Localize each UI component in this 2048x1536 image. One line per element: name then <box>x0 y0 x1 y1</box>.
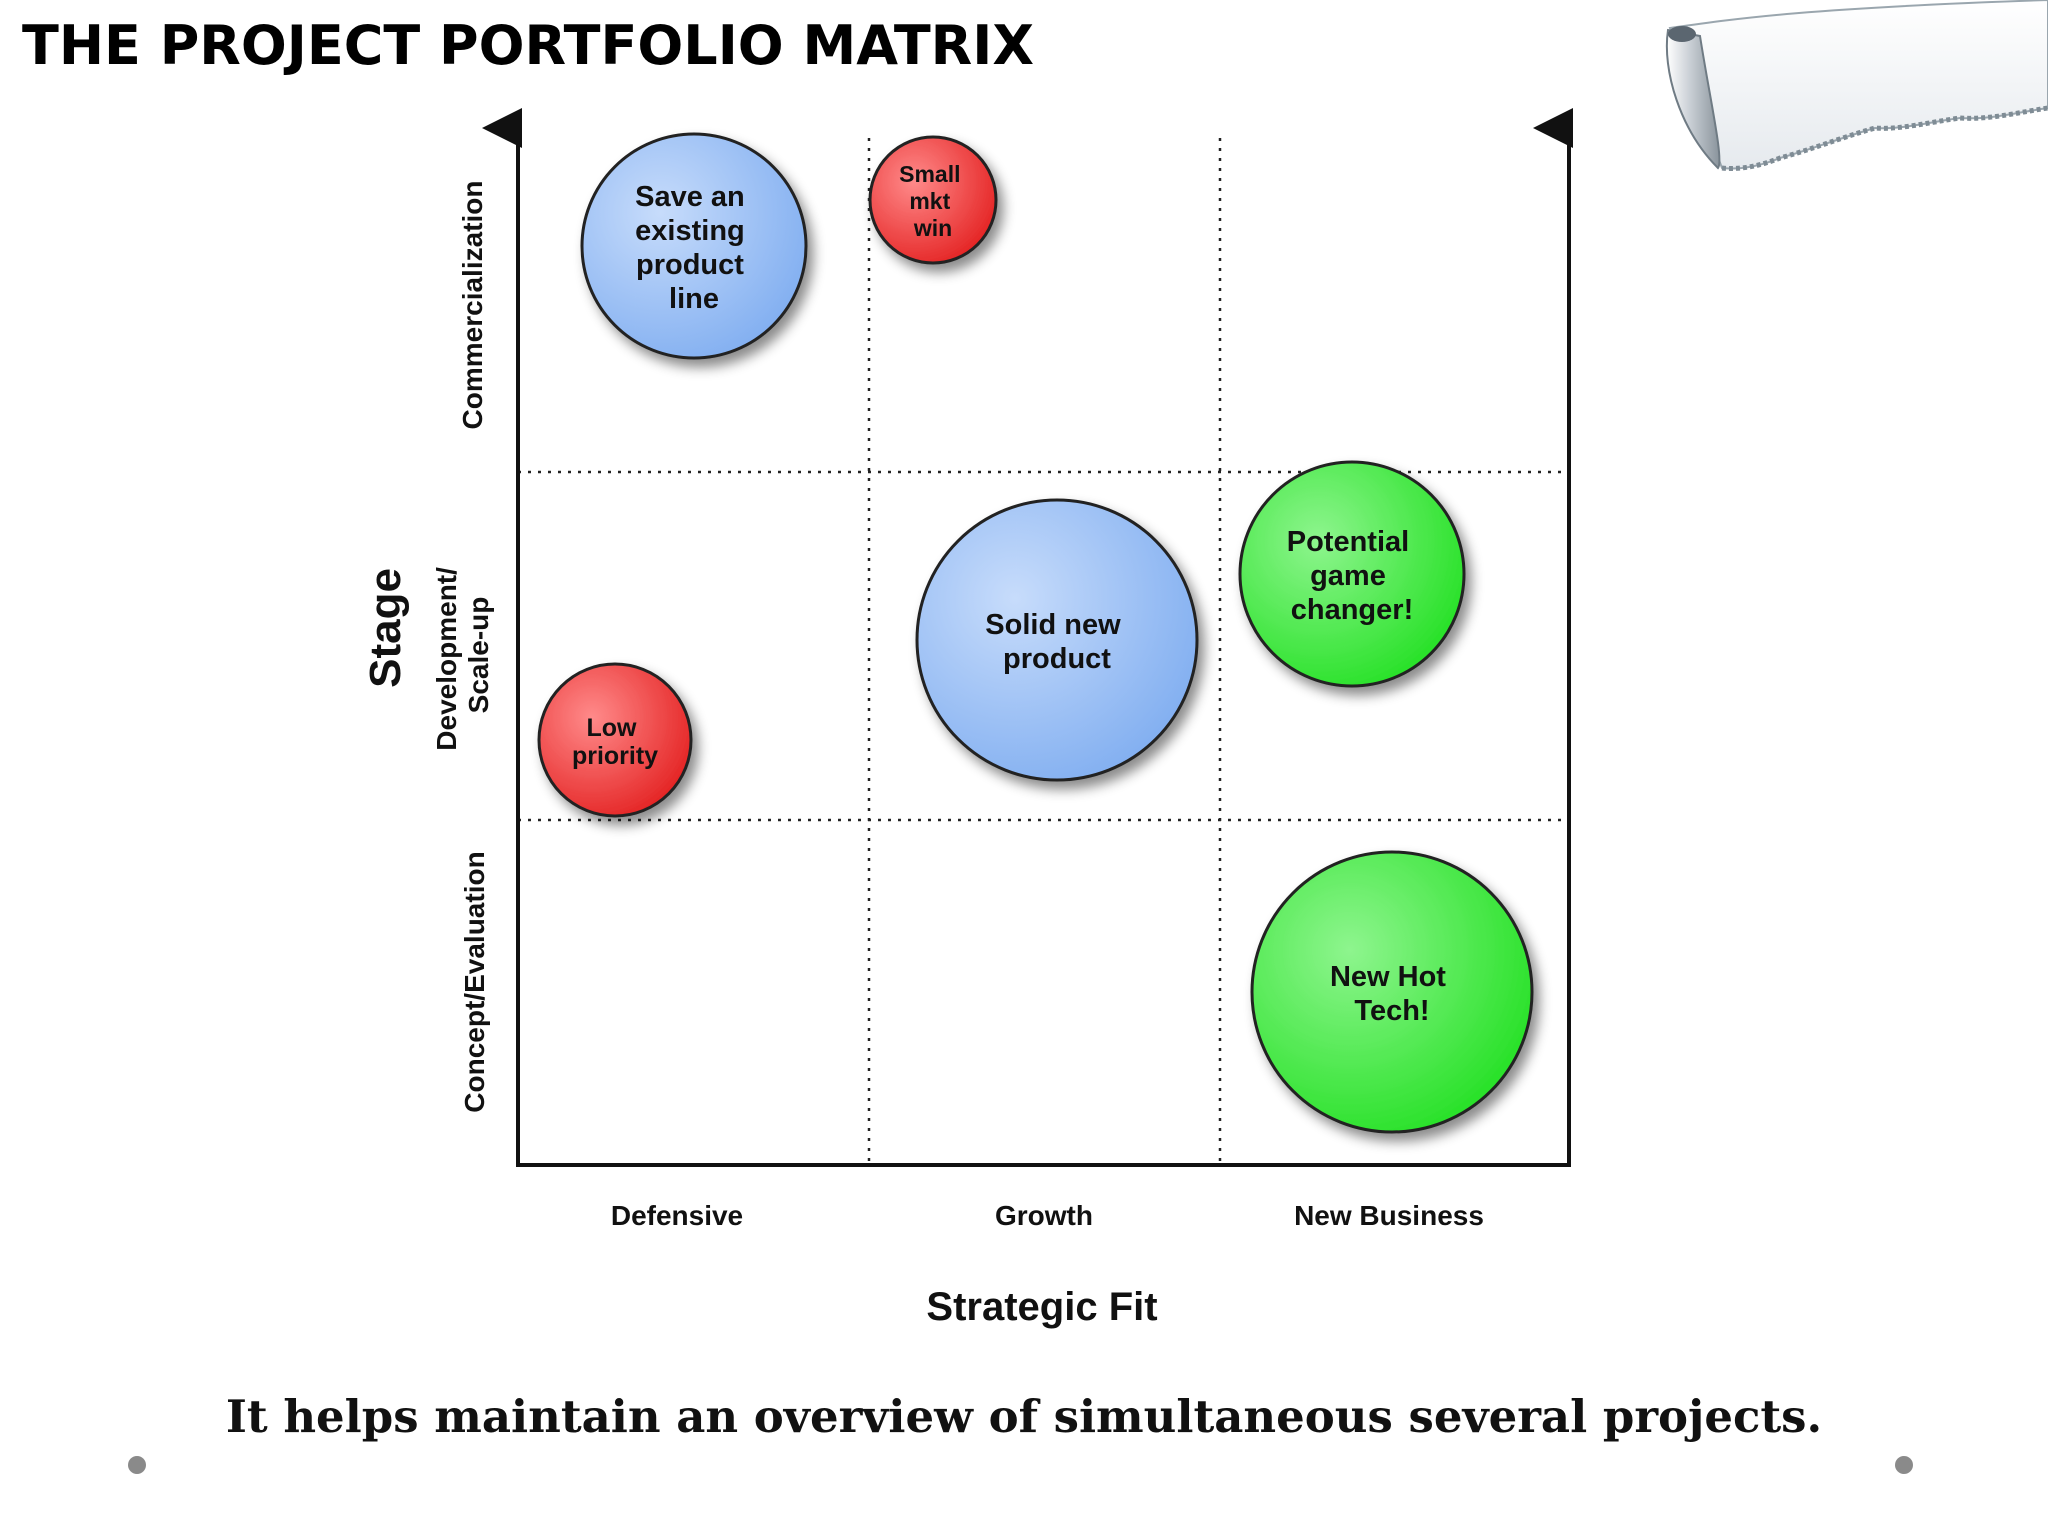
x-category-growth: Growth <box>995 1200 1093 1231</box>
axes <box>482 108 1573 1167</box>
bubble-small-mkt-win: Small mkt win <box>868 135 998 265</box>
svg-text:New Hot Tech!: New Hot Tech! <box>1330 961 1454 1027</box>
bubbles: Save an existing product line Small mkt … <box>537 132 1534 1134</box>
prev-slide-dot[interactable] <box>128 1456 146 1474</box>
x-axis-title: Strategic Fit <box>926 1285 1157 1329</box>
y-category-development-scale-up: Development/ Scale-up <box>431 559 494 750</box>
bubble-low-priority: Low priority <box>537 662 693 818</box>
y-category-concept-evaluation: Concept/Evaluation <box>459 851 490 1112</box>
bubble-new-hot-tech: New Hot Tech! <box>1250 850 1534 1134</box>
x-category-defensive: Defensive <box>611 1200 743 1231</box>
quadrant-grid <box>518 138 1570 1165</box>
svg-text:Small mkt win: Small mkt win <box>899 161 967 241</box>
svg-text:Solid new product: Solid new product <box>985 609 1128 675</box>
bubble-solid-new-product: Solid new product <box>915 498 1199 782</box>
svg-text:Save an existing: Save an existing product line <box>635 181 753 315</box>
svg-text:Potential game: Potential game changer! <box>1287 526 1418 626</box>
x-category-new-business: New Business <box>1294 1200 1484 1231</box>
y-category-labels: Commercialization Development/ Scale-up … <box>361 181 494 1113</box>
y-axis-title: Stage <box>361 568 410 688</box>
bubble-potential-game-changer: Potential game changer! <box>1238 460 1466 688</box>
portfolio-matrix: Commercialization Development/ Scale-up … <box>361 108 1573 1329</box>
next-slide-dot[interactable] <box>1895 1456 1913 1474</box>
bubble-save-existing-product-line: Save an existing product line <box>580 132 808 360</box>
slide-caption: It helps maintain an overview of simulta… <box>225 1390 1823 1443</box>
x-category-labels: Defensive Growth New Business Strategic … <box>611 1200 1484 1329</box>
slide-title: THE PROJECT PORTFOLIO MATRIX <box>22 14 1034 77</box>
svg-text:Low priority: Low priority <box>572 714 658 770</box>
y-category-commercialization: Commercialization <box>457 181 488 430</box>
torn-paper-scroll-decoration <box>1665 0 2048 171</box>
